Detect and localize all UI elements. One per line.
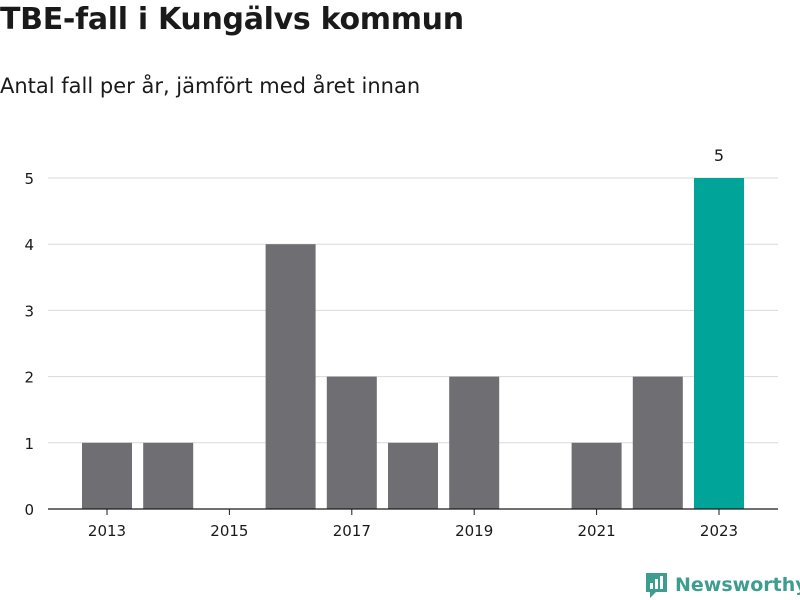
y-tick-label: 3 <box>24 302 34 320</box>
data-label: 5 <box>714 146 724 165</box>
chart-title: TBE-fall i Kungälvs kommun <box>0 2 464 37</box>
newsworthy-logo-icon <box>646 573 667 598</box>
bar-2021 <box>571 442 622 509</box>
bar-2014 <box>143 442 194 509</box>
y-tick-label: 4 <box>24 236 34 254</box>
x-tick-label: 2019 <box>455 522 493 540</box>
bar-2018 <box>388 442 438 509</box>
bars <box>82 178 744 509</box>
x-tick-label: 2013 <box>88 522 126 540</box>
brand-logo: Newsworthy <box>644 570 800 600</box>
bar-2022 <box>632 376 683 509</box>
chart-subtitle: Antal fall per år, jämfört med året inna… <box>0 74 421 98</box>
x-tick-label: 2023 <box>700 522 738 540</box>
axes <box>48 508 778 515</box>
bar-2013 <box>82 442 132 509</box>
x-tick-label: 2017 <box>333 522 371 540</box>
y-tick-label: 0 <box>24 501 34 519</box>
x-tick-label: 2021 <box>578 522 616 540</box>
x-tick-label: 2015 <box>210 522 248 540</box>
bar-2023 <box>694 178 744 509</box>
bar-chart: 0 1 2 3 4 5 2013 2015 2017 2019 2021 2023 5 <box>24 146 778 540</box>
y-tick-label: 5 <box>24 170 34 188</box>
bar-2016 <box>265 244 316 509</box>
y-tick-label: 2 <box>24 369 34 387</box>
bar-2017 <box>326 376 377 509</box>
labels: 0 1 2 3 4 5 2013 2015 2017 2019 2021 2023 5 <box>24 146 738 540</box>
y-tick-label: 1 <box>24 435 34 453</box>
brand-name: Newsworthy <box>675 574 800 596</box>
bar-2019 <box>449 376 500 509</box>
